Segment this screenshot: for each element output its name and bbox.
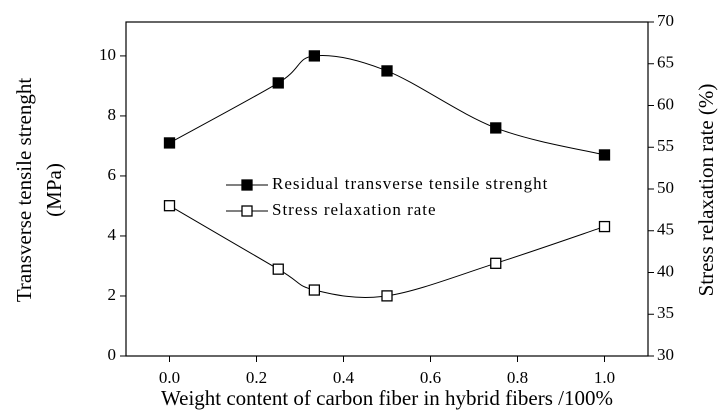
x-tick-label: 1.0 (594, 368, 615, 387)
y2-tick-label: 70 (657, 11, 674, 30)
y2-tick-label: 35 (657, 303, 674, 322)
y-axis-label: Transverse tensile strenght (12, 78, 36, 303)
x-tick-label: 0.8 (507, 368, 528, 387)
x-tick-label: 0.4 (333, 368, 355, 387)
y2-tick-label: 55 (657, 136, 674, 155)
y-tick-label: 10 (99, 45, 116, 64)
marker (163, 137, 176, 149)
legend-marker (241, 179, 253, 191)
y2-axis-label: Stress relaxation rate (%) (694, 84, 718, 297)
y2-tick-label: 50 (657, 178, 674, 197)
x-axis-label: Weight content of carbon fiber in hybrid… (161, 386, 613, 410)
y2-tick-label: 45 (657, 220, 674, 239)
series-line (169, 55, 605, 156)
x-tick-label: 0.6 (420, 368, 441, 387)
y2-tick-label: 65 (657, 53, 674, 72)
marker (598, 220, 611, 233)
y-axis-label: (MPa) (42, 163, 66, 217)
y-tick-label: 6 (108, 165, 117, 184)
marker (598, 149, 611, 161)
marker (308, 50, 321, 62)
marker (381, 290, 393, 302)
y2-tick-label: 30 (657, 345, 674, 364)
y2-tick-label: 40 (657, 261, 674, 280)
series-line (169, 205, 605, 298)
y-tick-label: 0 (108, 345, 117, 364)
x-tick-label: 0.0 (159, 368, 180, 387)
marker (272, 77, 284, 89)
legend-label: Stress relaxation rate (272, 200, 437, 219)
marker (490, 257, 502, 269)
y-tick-label: 2 (108, 285, 117, 304)
y-tick-label: 8 (108, 105, 117, 124)
legend-marker (241, 205, 253, 217)
legend-label: Residual transverse tensile strenght (272, 174, 548, 193)
x-tick-label: 0.2 (246, 368, 267, 387)
marker (272, 263, 284, 275)
marker (381, 65, 393, 77)
marker (308, 284, 321, 296)
marker (163, 200, 176, 212)
marker (490, 122, 502, 134)
y2-tick-label: 60 (657, 94, 674, 113)
y-tick-label: 4 (108, 225, 117, 244)
